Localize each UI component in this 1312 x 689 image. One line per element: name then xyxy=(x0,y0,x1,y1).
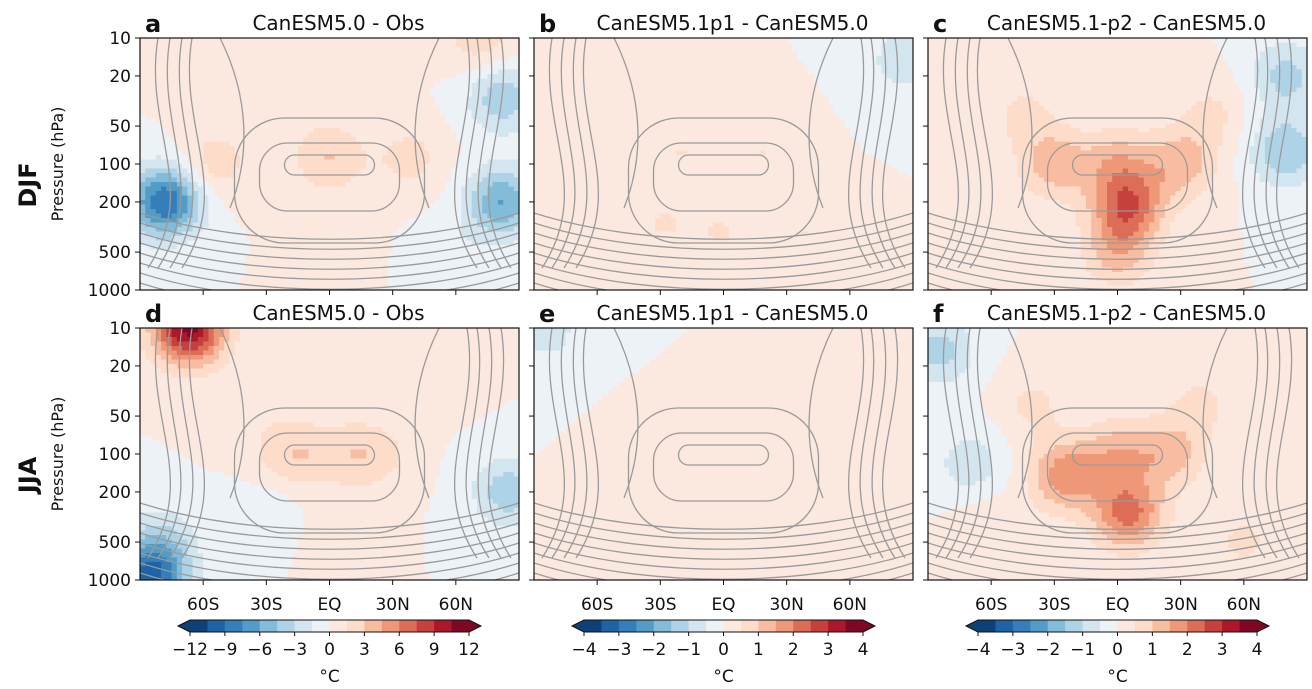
colorbar-tick-label: 6 xyxy=(394,640,405,660)
y-tick-label: 50 xyxy=(109,407,131,427)
colorbar-tick-label: 4 xyxy=(1252,640,1263,660)
x-tick-label: 30N xyxy=(1163,595,1197,615)
panel-title: CanESM5.1-p2 - CanESM5.0 xyxy=(987,301,1266,325)
colorbar-tick-label: −3 xyxy=(1000,640,1025,660)
colorbar-tick-label: 3 xyxy=(1217,640,1228,660)
y-tick-label: 1000 xyxy=(88,281,131,301)
panel-a: 10 20 50 100 200 500 1000 a CanESM5.0 - Obs Press… xyxy=(48,10,520,301)
anomaly-field xyxy=(928,38,1307,290)
colorbar-unit: °C xyxy=(1107,667,1127,687)
y-tick-label: 500 xyxy=(99,243,131,263)
colorbar-tick-label: −6 xyxy=(247,640,272,660)
panel-f: 60S 30S EQ 30N 60N f CanESM5.1-p2 - CanESM5.0 −… xyxy=(923,300,1308,687)
panel-title: CanESM5.1p1 - CanESM5.0 xyxy=(597,11,869,35)
climatology-contours xyxy=(140,328,519,580)
x-tick-label: 60S xyxy=(187,595,219,615)
anomaly-field xyxy=(534,328,913,580)
panel-title: CanESM5.1-p2 - CanESM5.0 xyxy=(987,11,1266,35)
y-tick-label: 100 xyxy=(99,445,131,465)
y-tick-label: 50 xyxy=(109,117,131,137)
climatology-contours xyxy=(928,328,1307,580)
colorbar-tick-label: −12 xyxy=(172,640,208,660)
colorbar-tick-label: 9 xyxy=(429,640,440,660)
colorbar-tick-label: −3 xyxy=(282,640,307,660)
climatology-contours xyxy=(140,38,519,290)
panel-d: 10 20 50 100 200 500 1000 60S 30S EQ 30N 60N d CanESM… xyxy=(48,300,520,687)
colorbar-tick-label: 0 xyxy=(1112,640,1123,660)
colorbar-unit: °C xyxy=(713,667,733,687)
colorbar-tick-label: 2 xyxy=(788,640,799,660)
panel-letter: c xyxy=(933,10,947,38)
x-tick-label: 30N xyxy=(769,595,803,615)
climatology-contours xyxy=(534,328,913,580)
colorbar-tick-label: 1 xyxy=(1147,640,1158,660)
y-tick-label: 1000 xyxy=(88,571,131,591)
colorbar: −12 −9 −6 −3 0 3 6 9 12 °C xyxy=(172,619,483,687)
x-tick-label: 30S xyxy=(1038,595,1070,615)
x-tick-label: 60N xyxy=(1227,595,1261,615)
colorbar-tick-label: 4 xyxy=(858,640,869,660)
anomaly-field xyxy=(928,328,1307,580)
climatology-contours xyxy=(534,38,913,290)
y-tick-label: 10 xyxy=(109,29,131,49)
colorbar-unit: °C xyxy=(319,667,339,687)
colorbar-tick-label: −2 xyxy=(1035,640,1060,660)
panel-letter: e xyxy=(539,300,555,328)
x-tick-label: 30S xyxy=(644,595,676,615)
anomaly-field xyxy=(534,38,913,290)
colorbar-tick-label: 1 xyxy=(753,640,764,660)
y-tick-label: 200 xyxy=(99,483,131,503)
colorbar-tick-label: −3 xyxy=(606,640,631,660)
panel-title: CanESM5.1p1 - CanESM5.0 xyxy=(597,301,869,325)
colorbar-tick-label: −2 xyxy=(641,640,666,660)
panel-b: b CanESM5.1p1 - CanESM5.0 xyxy=(529,10,914,295)
y-tick-label: 100 xyxy=(99,155,131,175)
colorbar-tick-label: 0 xyxy=(718,640,729,660)
x-tick-label: 60S xyxy=(975,595,1007,615)
colorbar-tick-label: 2 xyxy=(1182,640,1193,660)
colorbar-tick-label: −9 xyxy=(212,640,237,660)
y-tick-label: 500 xyxy=(99,533,131,553)
y-tick-label: 10 xyxy=(109,319,131,339)
anomaly-field xyxy=(140,328,519,580)
panel-title: CanESM5.0 - Obs xyxy=(252,11,424,35)
row-label-jja: JJA xyxy=(14,456,42,495)
colorbar: −4 −3 −2 −1 0 1 2 3 4 °C xyxy=(964,619,1271,687)
colorbar-tick-label: 3 xyxy=(359,640,370,660)
y-tick-label: 200 xyxy=(99,193,131,213)
panel-e: 60S 30S EQ 30N 60N e CanESM5.1p1 - CanESM5.0 −4… xyxy=(529,300,914,687)
colorbar-tick-label: 12 xyxy=(458,640,480,660)
y-tick-label: 20 xyxy=(109,357,131,377)
anomaly-field xyxy=(140,38,519,290)
y-axis-label: Pressure (hPa) xyxy=(48,397,67,512)
x-tick-label: EQ xyxy=(711,595,735,615)
x-tick-label: EQ xyxy=(1105,595,1129,615)
panel-letter: a xyxy=(145,10,161,38)
x-tick-label: EQ xyxy=(317,595,341,615)
colorbar: −4 −3 −2 −1 0 1 2 3 4 °C xyxy=(570,619,877,687)
climatology-contours xyxy=(928,38,1307,290)
row-label-djf: DJF xyxy=(14,162,42,207)
panel-letter: b xyxy=(539,10,556,38)
panel-letter: d xyxy=(145,300,162,328)
colorbar-tick-label: 0 xyxy=(324,640,335,660)
colorbar-tick-label: −1 xyxy=(1070,640,1095,660)
x-tick-label: 30S xyxy=(250,595,282,615)
x-tick-label: 60N xyxy=(439,595,473,615)
x-tick-label: 30N xyxy=(375,595,409,615)
panel-title: CanESM5.0 - Obs xyxy=(252,301,424,325)
colorbar-tick-label: −4 xyxy=(965,640,990,660)
y-axis-label: Pressure (hPa) xyxy=(48,107,67,222)
colorbar-tick-label: −4 xyxy=(571,640,596,660)
x-tick-label: 60N xyxy=(833,595,867,615)
colorbar-tick-label: 3 xyxy=(823,640,834,660)
colorbar-tick-label: −1 xyxy=(676,640,701,660)
y-tick-label: 20 xyxy=(109,67,131,87)
panel-letter: f xyxy=(933,300,944,328)
panel-c: c CanESM5.1-p2 - CanESM5.0 xyxy=(923,10,1308,295)
x-tick-label: 60S xyxy=(581,595,613,615)
